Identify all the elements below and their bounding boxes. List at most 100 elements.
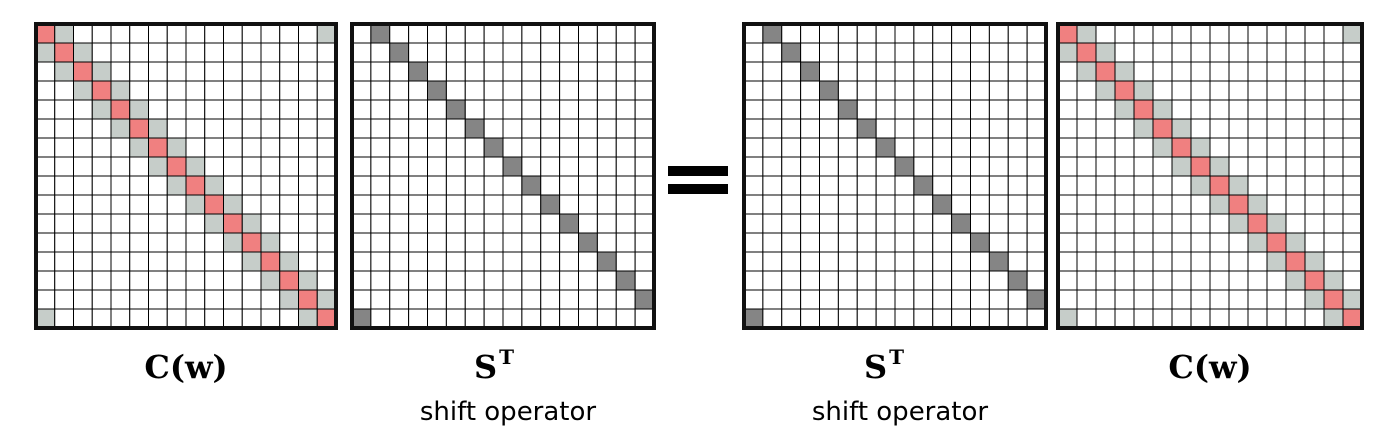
matrix-cell xyxy=(35,80,56,101)
matrix-cell xyxy=(781,137,802,158)
matrix-cell xyxy=(1095,213,1116,234)
matrix-cell xyxy=(856,99,877,120)
matrix-cell xyxy=(129,137,149,158)
matrix-cell xyxy=(615,80,636,101)
matrix-cell xyxy=(856,23,877,44)
matrix-cell xyxy=(35,23,56,44)
matrix-cell xyxy=(819,99,839,120)
matrix-cell xyxy=(634,308,655,329)
matrix-cell xyxy=(913,251,934,272)
matrix-cell xyxy=(73,194,93,215)
matrix-cell xyxy=(521,23,542,44)
matrix-cell xyxy=(110,61,131,82)
matrix-cell xyxy=(837,61,858,82)
matrix-cell xyxy=(260,251,281,272)
matrix-cell xyxy=(148,156,168,177)
matrix-cell xyxy=(1342,23,1363,44)
matrix-cell xyxy=(1228,251,1249,272)
matrix-cell xyxy=(1190,194,1211,215)
matrix-cell xyxy=(91,289,112,310)
matrix-cell xyxy=(540,175,561,196)
matrix-cell xyxy=(1076,194,1097,215)
matrix-cell xyxy=(856,175,877,196)
matrix-cell xyxy=(110,251,131,272)
matrix-cell xyxy=(951,270,972,291)
matrix-cell xyxy=(110,213,131,234)
matrix-cell xyxy=(185,289,206,310)
matrix-cell xyxy=(913,80,934,101)
matrix-cell xyxy=(279,289,299,310)
matrix-cell xyxy=(204,156,224,177)
matrix-cell xyxy=(110,118,131,139)
matrix-cell xyxy=(204,42,224,63)
matrix-cell xyxy=(483,308,504,329)
matrix-cell xyxy=(129,232,149,253)
matrix-cell xyxy=(370,251,391,272)
label-c-right-title: C( xyxy=(1168,348,1209,386)
matrix-cell xyxy=(596,308,617,329)
matrix-s-left xyxy=(350,22,656,330)
matrix-cell xyxy=(875,99,896,120)
matrix-cell xyxy=(316,118,337,139)
matrix-cell xyxy=(1076,232,1097,253)
matrix-cell xyxy=(54,42,74,63)
matrix-cell xyxy=(1152,289,1173,310)
matrix-cell xyxy=(54,99,74,120)
matrix-cell xyxy=(951,194,972,215)
matrix-cell xyxy=(483,42,504,63)
matrix-cell xyxy=(1247,156,1268,177)
matrix-cell xyxy=(856,232,877,253)
matrix-cell xyxy=(1152,251,1173,272)
matrix-cell xyxy=(204,308,224,329)
matrix-cell xyxy=(204,213,224,234)
matrix-cell xyxy=(521,232,542,253)
matrix-cell xyxy=(73,99,93,120)
matrix-cell xyxy=(1285,251,1306,272)
matrix-cell xyxy=(1323,194,1344,215)
matrix-cell xyxy=(1057,118,1078,139)
matrix-cell xyxy=(970,175,990,196)
matrix-cell xyxy=(166,118,187,139)
matrix-cell xyxy=(1114,61,1135,82)
matrix-cell xyxy=(596,232,617,253)
matrix-cell xyxy=(502,289,523,310)
matrix-cell xyxy=(54,289,74,310)
label-s-left-superscript: T xyxy=(499,345,514,369)
matrix-cell xyxy=(260,308,281,329)
matrix-cell xyxy=(1266,61,1287,82)
matrix-cell xyxy=(540,213,561,234)
matrix-cell xyxy=(351,175,372,196)
matrix-cell xyxy=(427,175,447,196)
matrix-cell xyxy=(204,289,224,310)
matrix-cell xyxy=(521,42,542,63)
matrix-cell xyxy=(988,23,1009,44)
matrix-cell xyxy=(1209,137,1230,158)
matrix-cell xyxy=(389,156,410,177)
matrix-cell xyxy=(837,80,858,101)
matrix-cell xyxy=(540,137,561,158)
matrix-cell xyxy=(819,213,839,234)
matrix-cell xyxy=(298,137,318,158)
matrix-cell xyxy=(73,270,93,291)
matrix-cell xyxy=(596,251,617,272)
matrix-cell xyxy=(427,118,447,139)
matrix-cell xyxy=(1304,232,1325,253)
matrix-cell xyxy=(1057,99,1078,120)
matrix-cell xyxy=(856,194,877,215)
matrix-cell xyxy=(502,175,523,196)
matrix-cell xyxy=(1152,270,1173,291)
matrix-cell xyxy=(223,251,243,272)
matrix-cell xyxy=(351,213,372,234)
matrix-cell xyxy=(800,213,821,234)
matrix-cell xyxy=(615,213,636,234)
matrix-cell xyxy=(502,232,523,253)
matrix-cell xyxy=(241,194,262,215)
matrix-cell xyxy=(223,80,243,101)
matrix-cell xyxy=(1114,137,1135,158)
matrix-cell xyxy=(502,137,523,158)
matrix-cell xyxy=(1026,270,1047,291)
matrix-cell xyxy=(1171,213,1192,234)
matrix-cell xyxy=(35,213,56,234)
matrix-cell xyxy=(1026,308,1047,329)
matrix-cell xyxy=(483,232,504,253)
